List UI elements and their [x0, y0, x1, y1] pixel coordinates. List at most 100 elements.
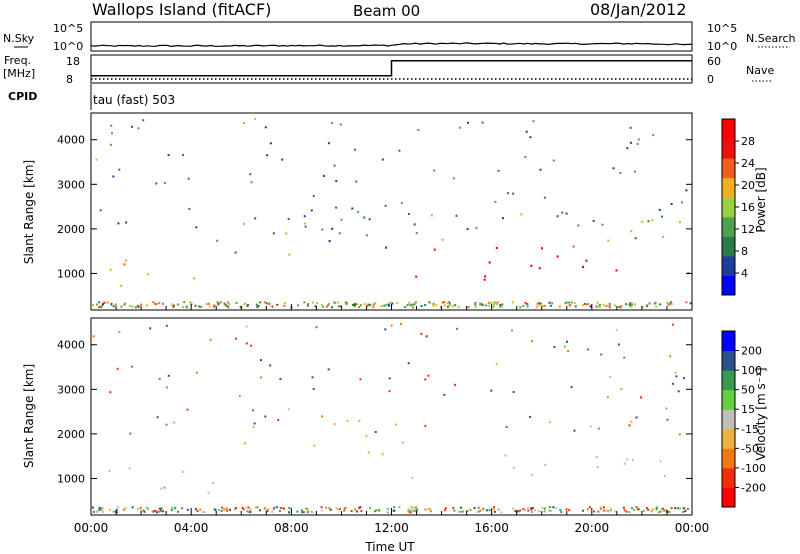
data-cell	[558, 305, 561, 308]
data-cell	[669, 302, 672, 305]
data-cell	[413, 223, 416, 226]
data-cell	[170, 506, 173, 509]
data-cell	[592, 219, 595, 222]
data-cell	[120, 284, 123, 287]
data-cell	[497, 169, 500, 172]
data-cell	[307, 510, 310, 513]
data-cell	[245, 325, 248, 328]
data-cell	[182, 306, 185, 308]
data-cell	[109, 268, 112, 271]
data-cell	[588, 506, 591, 509]
data-cell	[495, 362, 498, 365]
data-cell	[650, 510, 653, 513]
data-cell	[137, 508, 140, 511]
data-cell	[674, 371, 677, 374]
data-cell	[455, 214, 458, 217]
colorbar-segment	[722, 467, 735, 488]
data-cell	[247, 506, 250, 509]
data-cell	[667, 303, 670, 306]
data-cell	[98, 301, 101, 304]
data-cell	[303, 301, 306, 304]
data-cell	[614, 304, 616, 307]
data-cell	[98, 507, 101, 509]
data-cell	[549, 304, 552, 307]
data-cell	[266, 154, 269, 157]
data-cell	[411, 306, 414, 309]
data-cell	[482, 507, 485, 510]
data-cell	[256, 506, 259, 509]
data-cell	[353, 302, 356, 305]
data-cell	[358, 507, 361, 509]
data-cell	[413, 506, 416, 509]
data-cell	[625, 510, 628, 513]
x-tick-label: 00:00	[74, 521, 109, 535]
data-cell	[279, 507, 282, 510]
data-cell	[551, 302, 554, 305]
data-cell	[139, 506, 142, 509]
data-cell	[351, 303, 354, 306]
data-cell	[193, 277, 195, 280]
data-cell	[279, 378, 282, 380]
data-cell	[307, 303, 310, 306]
data-cell	[584, 303, 587, 306]
x-tick-label: 04:00	[174, 521, 209, 535]
data-cell	[225, 508, 228, 511]
data-cell	[543, 507, 546, 510]
colorbar-tick-label: 16	[741, 201, 755, 214]
data-cell	[500, 511, 503, 514]
data-cell	[269, 142, 272, 145]
data-cell	[200, 305, 203, 308]
data-cell	[457, 306, 460, 308]
data-cell	[338, 232, 341, 235]
data-cell	[407, 510, 410, 512]
colorbar-tick-label: 200	[741, 345, 762, 358]
data-cell	[659, 209, 661, 212]
data-cell	[145, 304, 148, 307]
data-cell	[372, 306, 375, 309]
data-cell	[384, 204, 387, 207]
data-cell	[271, 510, 274, 513]
data-cell	[181, 507, 184, 510]
data-cell	[254, 217, 257, 220]
data-cell	[130, 125, 133, 128]
data-cell	[435, 304, 438, 307]
data-cell	[392, 509, 395, 512]
data-cell	[478, 302, 481, 305]
colorbar-segment	[722, 138, 735, 159]
data-cell	[626, 147, 629, 150]
data-cell	[543, 510, 546, 513]
data-cell	[544, 463, 547, 466]
data-cell	[526, 506, 529, 509]
data-cell	[554, 507, 557, 509]
data-cell	[597, 305, 600, 308]
data-cell	[512, 507, 515, 510]
data-cell	[102, 303, 104, 306]
data-cell	[415, 506, 418, 509]
data-cell	[366, 304, 369, 307]
data-cell	[604, 510, 607, 512]
data-cell	[657, 511, 660, 514]
data-cell	[388, 390, 391, 393]
data-cell	[556, 215, 559, 218]
data-cell	[243, 222, 246, 225]
colorbar-tick-label: 20	[741, 179, 755, 192]
data-cell	[677, 390, 680, 393]
data-cell	[610, 509, 612, 512]
data-cell	[263, 507, 266, 510]
data-cell	[452, 177, 455, 180]
freq-tick-low: 8	[66, 73, 73, 86]
data-cell	[499, 306, 501, 309]
colorbar-segment	[722, 216, 735, 237]
data-cell	[217, 302, 220, 305]
data-cell	[112, 175, 115, 178]
data-cell	[635, 416, 638, 419]
data-cell	[541, 506, 544, 509]
data-cell	[619, 172, 622, 174]
data-cell	[570, 301, 573, 304]
data-cell	[662, 235, 665, 238]
data-cell	[130, 365, 133, 368]
velocity-y-axis: 1000 2000 3000 4000	[57, 339, 692, 485]
data-cell	[202, 511, 204, 514]
data-cell	[183, 301, 186, 304]
data-cell	[655, 508, 658, 511]
